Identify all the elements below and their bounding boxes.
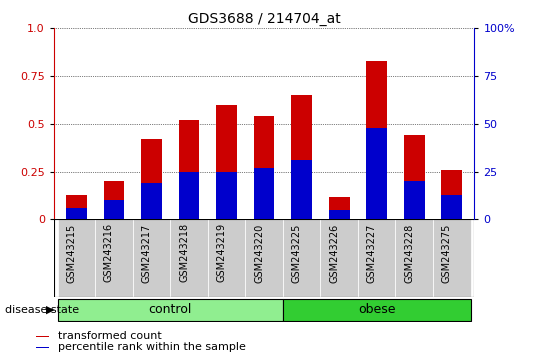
Bar <box>208 219 245 297</box>
Bar <box>141 183 162 219</box>
Text: percentile rank within the sample: percentile rank within the sample <box>58 342 246 352</box>
Bar <box>58 219 95 297</box>
Bar <box>254 168 274 219</box>
Text: GSM243218: GSM243218 <box>179 223 189 282</box>
Bar <box>291 95 312 219</box>
Text: GSM243219: GSM243219 <box>217 223 226 282</box>
Bar <box>441 170 462 219</box>
Text: GSM243275: GSM243275 <box>442 223 452 283</box>
Bar <box>404 135 425 219</box>
Bar <box>320 219 358 297</box>
Bar <box>291 160 312 219</box>
Bar <box>36 347 50 348</box>
Bar <box>396 219 433 297</box>
Bar <box>358 219 396 297</box>
Bar <box>433 219 471 297</box>
Text: GSM243225: GSM243225 <box>292 223 302 283</box>
Bar <box>329 210 349 219</box>
Bar <box>216 172 237 219</box>
Bar <box>441 195 462 219</box>
Bar <box>404 181 425 219</box>
Bar <box>58 299 283 321</box>
Text: GSM243227: GSM243227 <box>367 223 377 283</box>
Text: ▶: ▶ <box>46 305 54 315</box>
Text: control: control <box>149 303 192 316</box>
Text: obese: obese <box>358 303 396 316</box>
Text: disease state: disease state <box>5 305 80 315</box>
Bar <box>254 116 274 219</box>
Text: GSM243228: GSM243228 <box>404 223 414 282</box>
Bar <box>66 208 87 219</box>
Bar <box>283 299 471 321</box>
Bar <box>95 219 133 297</box>
Bar <box>170 219 208 297</box>
Bar <box>367 61 387 219</box>
Bar <box>103 181 125 219</box>
Text: GSM243226: GSM243226 <box>329 223 339 282</box>
Title: GDS3688 / 214704_at: GDS3688 / 214704_at <box>188 12 341 26</box>
Bar <box>245 219 283 297</box>
Bar <box>216 105 237 219</box>
Bar <box>329 196 349 219</box>
Bar <box>179 172 199 219</box>
Bar <box>367 128 387 219</box>
Bar <box>103 200 125 219</box>
Bar <box>133 219 170 297</box>
Text: transformed count: transformed count <box>58 331 162 341</box>
Bar <box>66 195 87 219</box>
Text: GSM243217: GSM243217 <box>142 223 151 282</box>
Bar <box>141 139 162 219</box>
Text: GSM243220: GSM243220 <box>254 223 264 282</box>
Bar <box>179 120 199 219</box>
Bar <box>36 336 50 337</box>
Text: GSM243215: GSM243215 <box>66 223 77 282</box>
Bar <box>283 219 320 297</box>
Text: GSM243216: GSM243216 <box>104 223 114 282</box>
